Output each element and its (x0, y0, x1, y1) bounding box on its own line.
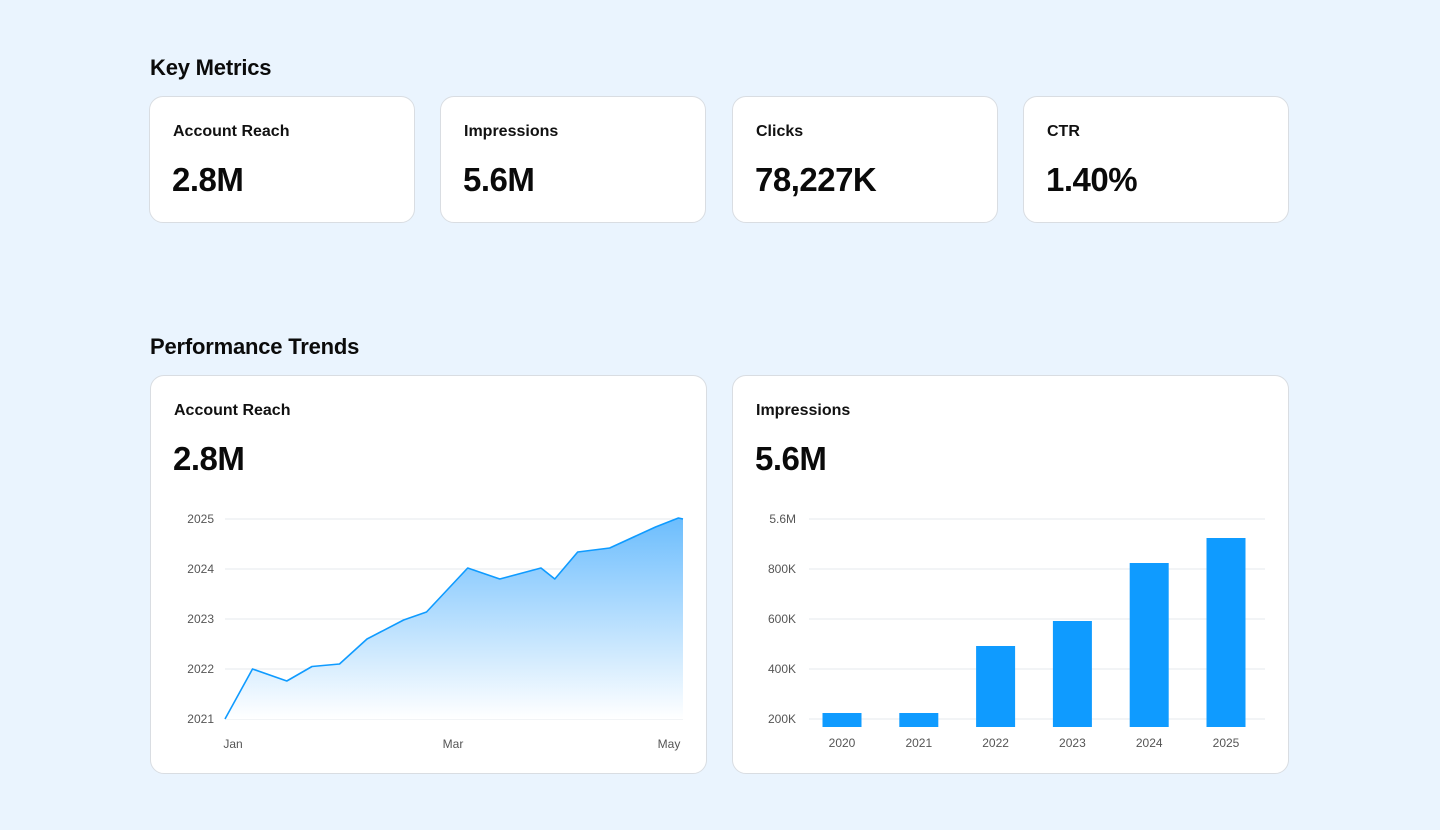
bar-2023 (1052, 621, 1092, 727)
y-tick-label: 400K (768, 662, 796, 676)
impressions-bar-chart: 5.6M 800K 600K 400K 200K 2020 2021 2022 2023 2024… (768, 512, 1265, 750)
chart-card-label: Account Reach (174, 402, 291, 419)
y-tick-label: 2023 (187, 612, 214, 626)
area-line (224, 517, 684, 720)
bar-2024 (1129, 563, 1169, 727)
metric-card-impressions[interactable]: Impressions 5.6M (440, 96, 706, 223)
y-tick-label: 2021 (187, 712, 214, 726)
key-metrics-title: Key Metrics (150, 55, 272, 80)
account-reach-chart-card: Account Reach 2.8M 2025 2024 2023 2022 2021 J… (150, 375, 707, 774)
y-tick-label: 2025 (187, 512, 214, 526)
y-tick-label: 2022 (187, 662, 214, 676)
bar-2020 (822, 713, 862, 727)
metric-value: 5.6M (463, 161, 535, 198)
performance-trends-title: Performance Trends (150, 334, 360, 359)
y-tick-label: 2024 (187, 562, 214, 576)
x-tick-label: May (658, 737, 681, 751)
metric-label: Account Reach (173, 123, 290, 140)
x-tick-label: 2022 (982, 736, 1009, 750)
metric-value: 1.40% (1046, 161, 1138, 198)
account-reach-area-chart: 2025 2024 2023 2022 2021 Jan Mar May (187, 512, 684, 751)
impressions-chart-card: Impressions 5.6M 5.6M 800K 600K 400K 200K 202… (732, 375, 1289, 774)
bar-2021 (899, 713, 939, 727)
x-tick-label: Mar (443, 737, 464, 751)
chart-card-value: 5.6M (755, 440, 827, 477)
metric-label: Impressions (464, 123, 559, 140)
metric-label: Clicks (756, 123, 804, 140)
bar-2022 (976, 646, 1016, 727)
area-fill (225, 518, 683, 719)
y-tick-label: 800K (768, 562, 796, 576)
y-tick-label: 5.6M (769, 512, 796, 526)
chart-card-value: 2.8M (173, 440, 245, 477)
metric-card-account-reach[interactable]: Account Reach 2.8M (149, 96, 415, 223)
x-tick-label: 2025 (1213, 736, 1240, 750)
bar-2025 (1206, 538, 1246, 727)
x-tick-label: 2020 (829, 736, 856, 750)
x-tick-label: 2023 (1059, 736, 1086, 750)
y-tick-label: 200K (768, 712, 796, 726)
metric-value: 2.8M (172, 161, 244, 198)
metric-card-clicks[interactable]: Clicks 78,227K (732, 96, 998, 223)
chart-card-label: Impressions (756, 402, 851, 419)
x-tick-label: Jan (223, 737, 242, 751)
x-tick-label: 2021 (905, 736, 932, 750)
metric-value: 78,227K (755, 161, 877, 198)
metric-card-ctr[interactable]: CTR 1.40% (1023, 96, 1289, 223)
y-tick-label: 600K (768, 612, 796, 626)
metric-label: CTR (1047, 123, 1080, 140)
x-tick-label: 2024 (1136, 736, 1163, 750)
